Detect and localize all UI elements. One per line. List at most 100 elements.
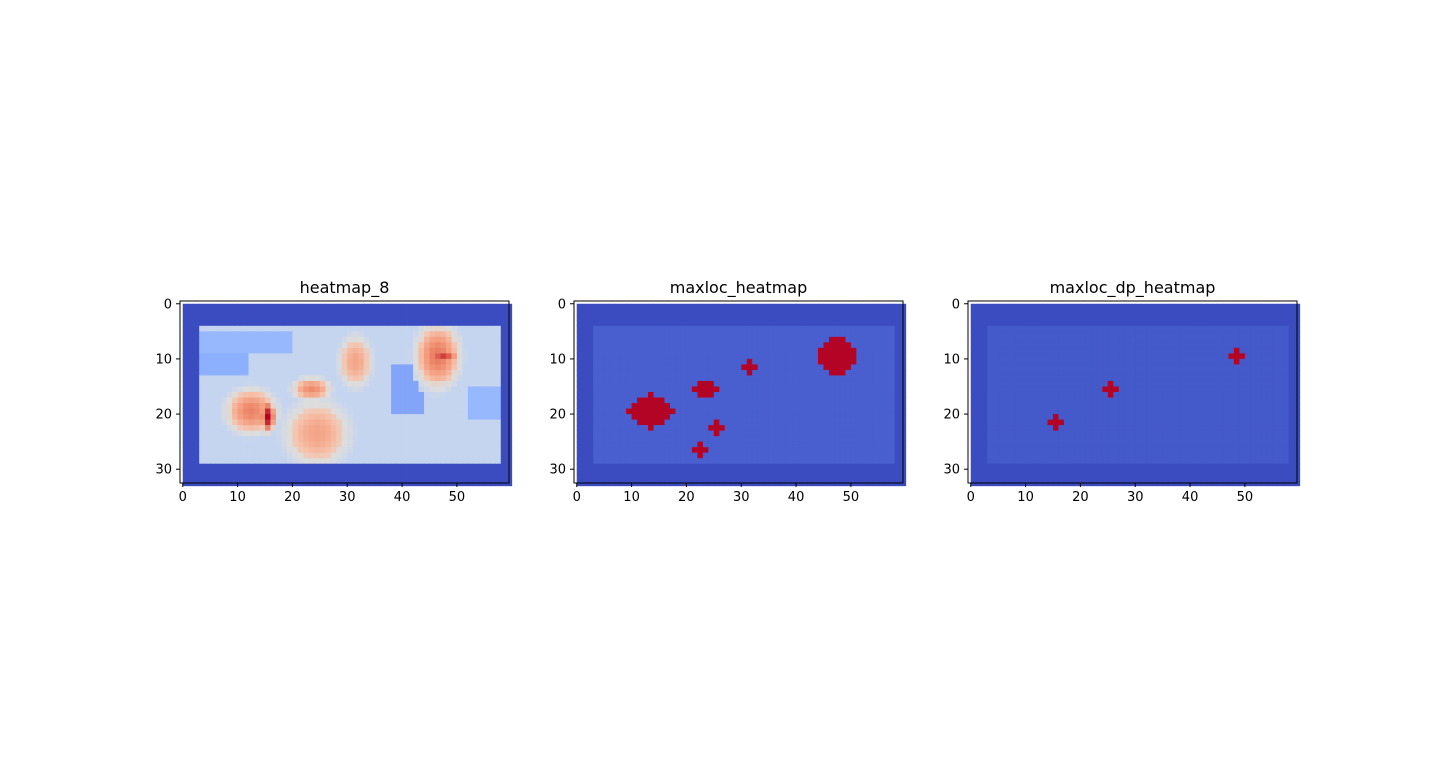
heatmap-cell [292, 441, 299, 448]
heatmap-cell [467, 369, 474, 376]
heatmap-cell [325, 347, 332, 354]
heatmap-cell [264, 452, 271, 459]
heatmap-cell [713, 380, 720, 387]
heatmap-cell [796, 353, 802, 360]
heatmap-cell [1140, 353, 1147, 360]
heatmap-cell [790, 303, 797, 310]
heatmap-cell [642, 469, 649, 476]
heatmap-cell [834, 336, 841, 343]
heatmap-cell [1266, 358, 1273, 365]
heatmap-cell [1009, 309, 1016, 316]
heatmap-cell [1266, 386, 1273, 393]
heatmap-cell [735, 419, 742, 426]
heatmap-cell [757, 452, 764, 459]
heatmap-cell [352, 403, 359, 409]
heatmap-cell [391, 469, 397, 476]
heatmap-cell [188, 474, 195, 481]
heatmap-cell [741, 331, 748, 338]
heatmap-cell [1157, 314, 1164, 321]
heatmap-cell [1173, 347, 1180, 354]
heatmap-cell [839, 386, 846, 393]
heatmap-cell [440, 364, 447, 371]
heatmap-cell [1157, 347, 1164, 354]
heatmap-cell [867, 414, 874, 420]
heatmap-cell [254, 436, 260, 443]
heatmap-cell [352, 347, 359, 354]
heatmap-cell [1063, 375, 1070, 382]
heatmap-cell [730, 408, 737, 415]
heatmap-cell [680, 336, 687, 343]
heatmap-cell [1217, 314, 1224, 321]
heatmap-cell [1118, 314, 1125, 321]
heatmap-cell [1206, 320, 1213, 327]
heatmap-cell [325, 336, 332, 343]
heatmap-cell [774, 408, 781, 415]
heatmap-cell [226, 397, 233, 404]
heatmap-cell [1031, 347, 1037, 354]
heatmap-cell [648, 458, 654, 465]
heatmap-cell [774, 397, 781, 404]
heatmap-cell [741, 353, 748, 360]
heatmap-cell [801, 358, 808, 365]
heatmap-cell [199, 369, 206, 376]
heatmap-cell [724, 320, 731, 327]
heatmap-cell [818, 397, 824, 404]
heatmap-cell [319, 358, 326, 365]
heatmap-cell [730, 452, 737, 459]
heatmap-cell [188, 414, 195, 420]
heatmap-cell [1058, 309, 1065, 316]
heatmap-cell [1217, 358, 1224, 365]
heatmap-cell [259, 358, 266, 365]
heatmap-cell [1063, 342, 1070, 349]
heatmap-cell [199, 408, 206, 415]
heatmap-cell [424, 414, 430, 420]
heatmap-cell [675, 419, 682, 426]
heatmap-cell [669, 425, 676, 432]
heatmap-cell [790, 392, 797, 398]
heatmap-cell [779, 425, 786, 432]
heatmap-cell [823, 386, 830, 393]
heatmap-cell [314, 303, 321, 310]
heatmap-cell [1031, 380, 1037, 387]
heatmap-cell [702, 414, 709, 420]
heatmap-cell [424, 325, 430, 332]
heatmap-cell [374, 342, 381, 349]
heatmap-cell [248, 375, 255, 382]
heatmap-cell [796, 430, 802, 437]
heatmap-cell [303, 375, 310, 382]
heatmap-cell [582, 375, 589, 382]
heatmap-cell [275, 309, 282, 316]
heatmap-cell [861, 309, 868, 316]
heatmap-cell [1047, 353, 1054, 360]
heatmap-cell [495, 436, 502, 443]
heatmap-cell [1102, 336, 1109, 343]
heatmap-cell [1162, 375, 1169, 382]
heatmap-cell [861, 364, 868, 371]
heatmap-cell [992, 392, 999, 398]
heatmap-cell [757, 463, 764, 470]
heatmap-cell [303, 336, 310, 343]
heatmap-cell [1096, 309, 1103, 316]
heatmap-cell [248, 452, 255, 459]
heatmap-cell [669, 358, 676, 365]
heatmap-cell [489, 419, 496, 426]
heatmap-cell [741, 380, 748, 387]
heatmap-cell [686, 436, 693, 443]
heatmap-cell [413, 336, 419, 343]
heatmap-cell [413, 369, 419, 376]
heatmap-cell [1091, 392, 1098, 398]
heatmap-cell [763, 469, 770, 476]
heatmap-cell [582, 303, 589, 310]
heatmap-cell [319, 463, 326, 470]
heatmap-cell [970, 380, 977, 387]
heatmap-cell [418, 353, 425, 360]
heatmap-cell [1113, 364, 1120, 371]
heatmap-cell [1255, 309, 1262, 316]
heatmap-cell [587, 419, 594, 426]
heatmap-cell [708, 325, 715, 332]
heatmap-cell [478, 386, 485, 393]
heatmap-cell [1031, 331, 1037, 338]
heatmap-cell [664, 325, 671, 332]
heatmap-cell [626, 419, 632, 426]
heatmap-cell [686, 419, 693, 426]
